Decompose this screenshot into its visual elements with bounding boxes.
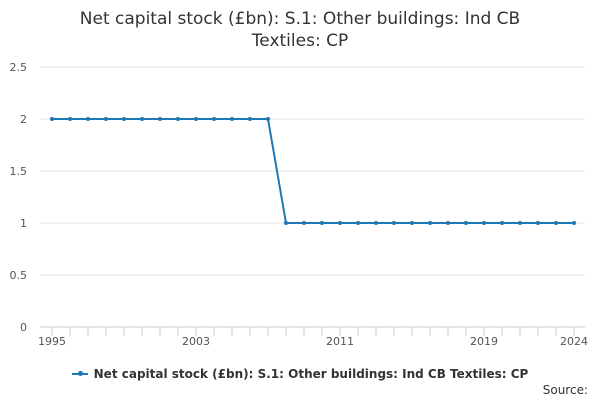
data-point[interactable] (104, 117, 108, 121)
x-tick-label: 2024 (560, 335, 588, 348)
data-point[interactable] (464, 221, 468, 225)
data-point[interactable] (212, 117, 216, 121)
data-point[interactable] (248, 117, 252, 121)
source-label: Source: (542, 383, 588, 397)
legend-swatch (71, 371, 88, 376)
y-tick-label: 0 (20, 321, 27, 334)
chart-title: Net capital stock (£bn): S.1: Other buil… (0, 8, 600, 52)
legend[interactable]: Net capital stock (£bn): S.1: Other buil… (0, 364, 600, 381)
data-point[interactable] (392, 221, 396, 225)
data-point[interactable] (194, 117, 198, 121)
y-tick-label: 1 (20, 217, 27, 230)
gridlines (40, 66, 585, 276)
x-tick-label: 2003 (182, 335, 210, 348)
data-point[interactable] (230, 117, 234, 121)
data-point[interactable] (536, 221, 540, 225)
data-point[interactable] (500, 221, 504, 225)
y-tick-label: 2.5 (10, 61, 28, 74)
data-point[interactable] (410, 221, 414, 225)
data-point[interactable] (50, 117, 54, 121)
data-point[interactable] (284, 221, 288, 225)
data-point[interactable] (482, 221, 486, 225)
data-point[interactable] (356, 221, 360, 225)
data-point[interactable] (68, 117, 72, 121)
chart-title-line-2: Textiles: CP (251, 31, 349, 51)
data-point[interactable] (338, 221, 342, 225)
data-point[interactable] (572, 221, 576, 225)
data-point[interactable] (140, 117, 144, 121)
series-line (52, 118, 574, 224)
data-point[interactable] (554, 221, 558, 225)
data-point[interactable] (302, 221, 306, 225)
data-point[interactable] (86, 117, 90, 121)
data-point[interactable] (176, 117, 180, 121)
data-point[interactable] (518, 221, 522, 225)
series-group (50, 117, 576, 225)
data-point[interactable] (122, 117, 126, 121)
data-point[interactable] (446, 221, 450, 225)
x-tick-label: 2011 (326, 335, 354, 348)
data-point[interactable] (320, 221, 324, 225)
data-point[interactable] (374, 221, 378, 225)
x-axis: 1995 2003 2011 2019 2024 (38, 326, 588, 348)
y-tick-label: 1.5 (10, 165, 28, 178)
y-tick-label: 2 (20, 113, 27, 126)
data-point[interactable] (158, 117, 162, 121)
chart-title-line-1: Net capital stock (£bn): S.1: Other buil… (79, 9, 521, 29)
legend-item[interactable]: Net capital stock (£bn): S.1: Other buil… (71, 367, 529, 381)
x-tick-label: 1995 (38, 335, 66, 348)
y-axis: 0 0.5 1 1.5 2 2.5 (10, 61, 28, 334)
data-point[interactable] (428, 221, 432, 225)
legend-label: Net capital stock (£bn): S.1: Other buil… (93, 367, 529, 381)
y-tick-label: 0.5 (10, 269, 28, 282)
data-point[interactable] (266, 117, 270, 121)
x-tick-label: 2019 (470, 335, 498, 348)
